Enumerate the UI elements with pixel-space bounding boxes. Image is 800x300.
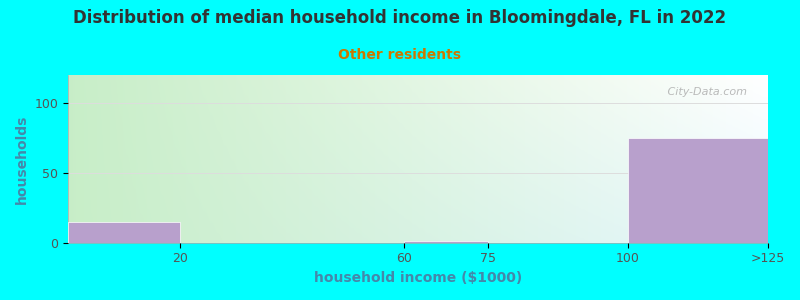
X-axis label: household income ($1000): household income ($1000) [314,271,522,285]
Bar [68,222,180,243]
Text: Distribution of median household income in Bloomingdale, FL in 2022: Distribution of median household income … [74,9,726,27]
Text: City-Data.com: City-Data.com [664,87,747,97]
Text: Other residents: Other residents [338,48,462,62]
Bar [628,138,768,243]
Y-axis label: households: households [15,114,29,203]
Bar [404,241,488,243]
